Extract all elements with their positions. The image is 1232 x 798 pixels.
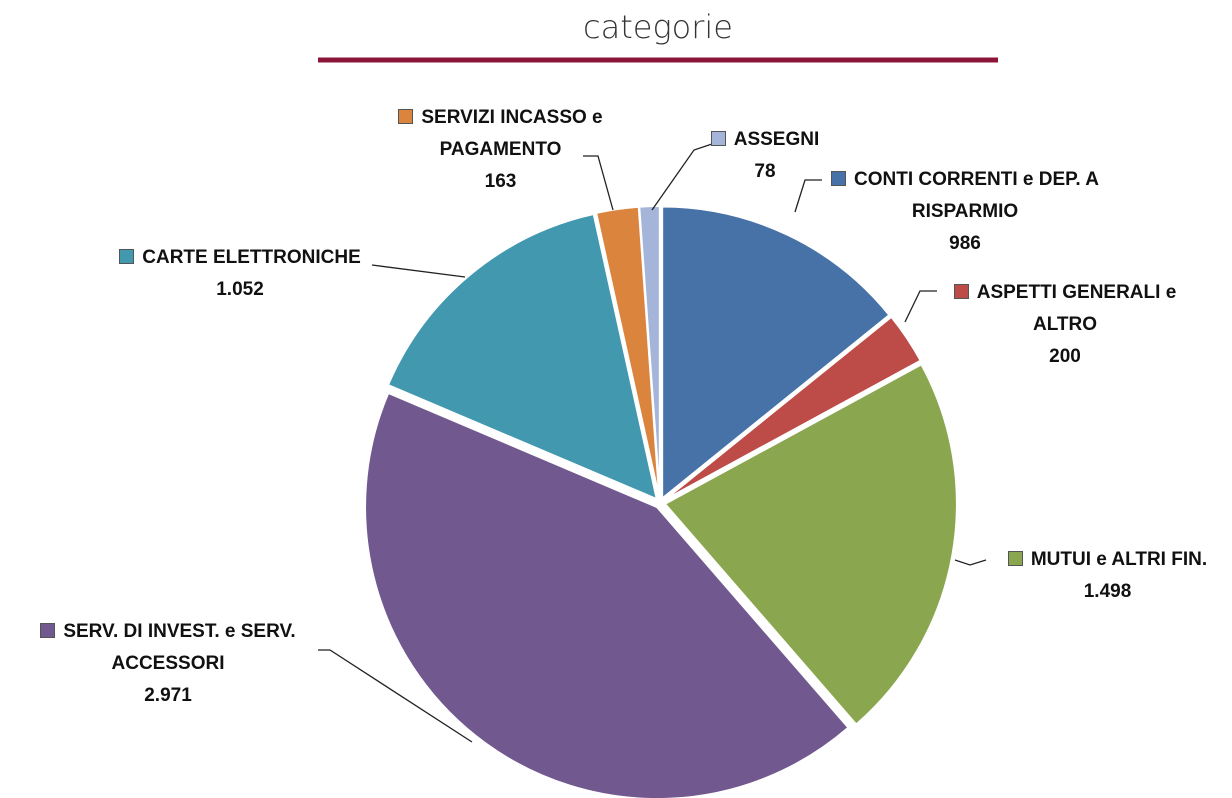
category-label: SERVIZI INCASSO e PAGAMENTO xyxy=(421,107,603,160)
leader-line xyxy=(318,649,473,743)
value-label: 986 xyxy=(949,233,981,254)
leader-line xyxy=(794,179,822,213)
data-label: ASPETTI GENERALI e ALTRO 200 xyxy=(930,277,1200,373)
legend-marker xyxy=(953,284,969,299)
pie-slice xyxy=(364,391,850,798)
pie-slice xyxy=(663,362,958,726)
pie-slice xyxy=(386,212,659,501)
data-label: ASSEGNI 78 xyxy=(705,124,825,188)
legend-marker xyxy=(710,131,726,146)
data-label: SERVIZI INCASSO e PAGAMENTO 163 xyxy=(378,102,623,198)
category-label: ASPETTI GENERALI e ALTRO xyxy=(976,282,1177,335)
value-label: 200 xyxy=(1049,346,1081,367)
category-label: CONTI CORRENTI e DEP. A RISPARMIO xyxy=(854,169,1099,222)
legend-marker xyxy=(398,109,414,124)
leader-line xyxy=(651,143,713,211)
leader-line xyxy=(371,264,466,278)
value-label: 78 xyxy=(754,161,776,182)
data-label: SERV. DI INVEST. e SERV. ACCESSORI 2.971 xyxy=(18,616,318,712)
data-label: CONTI CORRENTI e DEP. A RISPARMIO 986 xyxy=(820,164,1110,260)
category-label: SERV. DI INVEST. e SERV. ACCESSORI xyxy=(63,621,296,674)
value-label: 163 xyxy=(484,171,517,192)
category-label: ASSEGNI xyxy=(733,129,820,150)
data-label: MUTUI e ALTRI FIN. 1.498 xyxy=(985,544,1230,608)
value-label: 2.971 xyxy=(144,685,192,706)
legend-marker xyxy=(1007,551,1023,566)
pie-slice xyxy=(661,205,891,501)
leader-line xyxy=(583,155,614,211)
pie-slice xyxy=(638,205,661,499)
leader-line xyxy=(954,559,987,566)
leader-line xyxy=(904,290,937,323)
value-label: 1.052 xyxy=(216,279,264,300)
category-label: CARTE ELETTRONICHE xyxy=(142,247,361,268)
legend-marker xyxy=(40,623,56,638)
category-label: MUTUI e ALTRI FIN. xyxy=(1030,549,1208,570)
legend-marker xyxy=(119,249,135,264)
value-label: 1.498 xyxy=(1083,581,1132,602)
data-label: CARTE ELETTRONICHE 1.052 xyxy=(100,242,380,306)
pie-slice xyxy=(663,315,923,502)
legend-marker xyxy=(831,171,847,186)
chart-title: categorie xyxy=(583,8,733,46)
